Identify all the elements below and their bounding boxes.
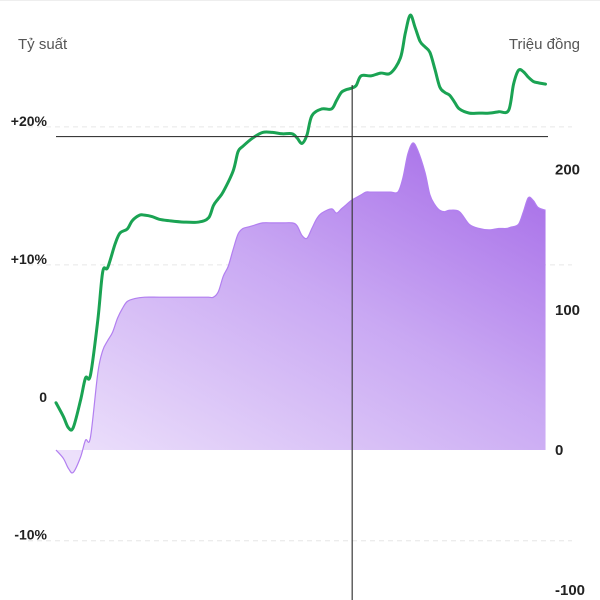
- left-axis-title: Tỷ suất: [18, 36, 68, 53]
- top-divider: [0, 0, 600, 1]
- left-tick-label: -10%: [14, 527, 47, 543]
- profit-rate-line: [54, 13, 548, 432]
- crosshair: [56, 85, 548, 600]
- right-tick-label: 0: [555, 442, 563, 459]
- right-axis-title: Triệu đồng: [509, 36, 580, 53]
- left-tick-label: 0: [39, 389, 47, 405]
- left-axis-ticks: +20% +10% 0 -10%: [11, 113, 48, 543]
- right-tick-label: -100: [555, 582, 585, 599]
- area-fill: [56, 142, 546, 473]
- left-tick-label: +20%: [11, 113, 48, 129]
- left-tick-label: +10%: [11, 251, 48, 267]
- right-tick-label: 200: [555, 162, 580, 179]
- line-series: [54, 13, 548, 432]
- right-tick-label: 100: [555, 302, 580, 319]
- area-series: [55, 142, 546, 474]
- area-outline: [55, 142, 546, 474]
- right-axis-ticks: 200 100 0 -100: [555, 162, 585, 600]
